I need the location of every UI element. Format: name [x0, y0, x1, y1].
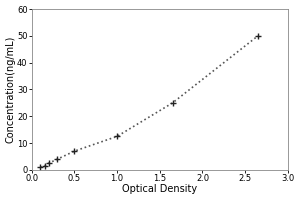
- X-axis label: Optical Density: Optical Density: [122, 184, 197, 194]
- Y-axis label: Concentration(ng/mL): Concentration(ng/mL): [6, 36, 16, 143]
